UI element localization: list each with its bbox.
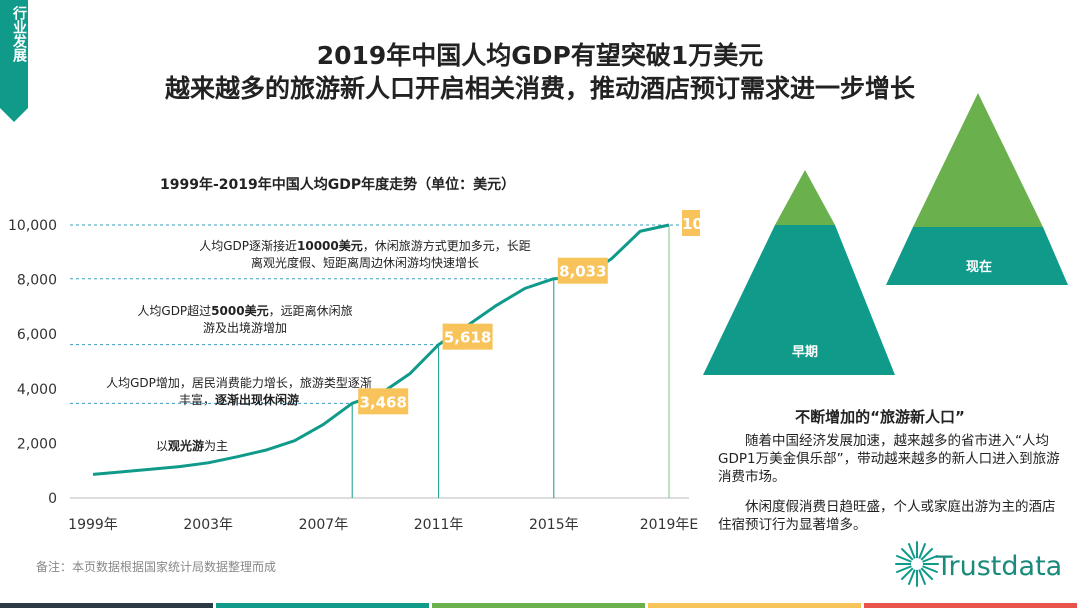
x-tick-label: 1999年 [68, 517, 118, 533]
chart-title: 1999年-2019年中国人均GDP年度走势（单位：美元） [160, 177, 516, 193]
annotation-3: 人均GDP超过5000美元，远距离休闲旅 游及出境游增加 [120, 303, 370, 337]
x-tick-label: 2015年 [529, 517, 579, 533]
early-pyramid-bottom [703, 225, 895, 375]
y-tick-label: 2,000 [17, 436, 57, 452]
bottom-bar-segment [864, 603, 1077, 608]
bottom-bar-segment [432, 603, 645, 608]
x-tick-label: 2003年 [183, 517, 233, 533]
y-tick-label: 0 [48, 491, 57, 507]
annotation-3-line1: 人均GDP超过5000美元，远距离休闲旅 [137, 304, 353, 318]
annotation-2: 人均GDP增加，居民消费能力增长，旅游类型逐渐 丰富，逐渐出现休闲游 [88, 375, 390, 409]
y-tick-label: 8,000 [17, 273, 57, 289]
data-label: 8,033 [559, 263, 606, 281]
data-label-box [442, 323, 493, 350]
now-label: 现在 [966, 260, 993, 275]
side-paragraph-2: 休闲度假消费日趋旺盛，个人或家庭出游为主的酒店住宿预订行为显著增多。 [718, 499, 1056, 533]
annotation-1-text: 以观光游为主 [156, 439, 229, 453]
y-tick-label: 10,000 [8, 218, 57, 234]
early-label: 早期 [792, 345, 819, 360]
data-label-box [682, 210, 700, 236]
page-title-line1: 2019年中国人均GDP有望突破1万美元 [316, 41, 764, 70]
data-label-box [358, 388, 409, 415]
x-tick-label: 2007年 [299, 517, 349, 533]
y-tick-label: 4,000 [17, 382, 57, 398]
bottom-bar-segment [648, 603, 861, 608]
section-tag-text: 行业发展 [11, 6, 27, 62]
data-label: 3,468 [359, 393, 406, 411]
pyramid-diagram [703, 93, 1068, 375]
annotation-4: 人均GDP逐渐接近10000美元，休闲旅游方式更加多元，长距 离观光度假、短距离… [170, 238, 560, 272]
annotation-4-line2: 离观光度假、短距离周边休闲游均快速增长 [250, 256, 479, 270]
section-tag [0, 0, 28, 122]
y-tick-label: 6,000 [17, 327, 57, 343]
now-pyramid-top [913, 93, 1043, 227]
data-label: 10,000 [682, 215, 700, 233]
annotation-1: 以观光游为主 [156, 438, 228, 455]
now-pyramid-bottom [886, 227, 1068, 285]
trustdata-logo-text: Trustdata [936, 551, 1063, 582]
annotation-2-line2: 丰富，逐渐出现休闲游 [178, 393, 300, 407]
gdp-line-chart: 0 2,000 4,000 6,000 8,000 10,000 1999年 2003年 200… [8, 210, 700, 533]
data-label: 5,618 [444, 329, 491, 347]
annotation-4-line1: 人均GDP逐渐接近10000美元，休闲旅游方式更加多元，长距 [199, 239, 531, 253]
x-tick-label: 2019年E [640, 517, 698, 533]
trustdata-logo-icon [895, 541, 939, 587]
data-label-box [557, 257, 608, 284]
annotation-2-line1: 人均GDP增加，居民消费能力增长，旅游类型逐渐 [106, 376, 372, 390]
x-tick-label: 2011年 [414, 517, 464, 533]
footnote: 备注：本页数据根据国家统计局数据整理而成 [36, 560, 277, 574]
page-title-line2: 越来越多的旅游新人口开启相关消费，推动酒店预订需求进一步增长 [164, 74, 915, 103]
bottom-bar-segment [216, 603, 429, 608]
bottom-color-bar [0, 603, 1080, 608]
bottom-bar-segment [0, 603, 213, 608]
side-paragraph-1: 随着中国经济发展加速，越来越多的省市进入“人均GDP1万美金俱乐部”，带动越来越… [718, 433, 1060, 485]
side-title: 不断增加的“旅游新人口” [795, 408, 965, 426]
early-pyramid-top [775, 170, 835, 225]
annotation-3-line2: 游及出境游增加 [202, 321, 287, 335]
